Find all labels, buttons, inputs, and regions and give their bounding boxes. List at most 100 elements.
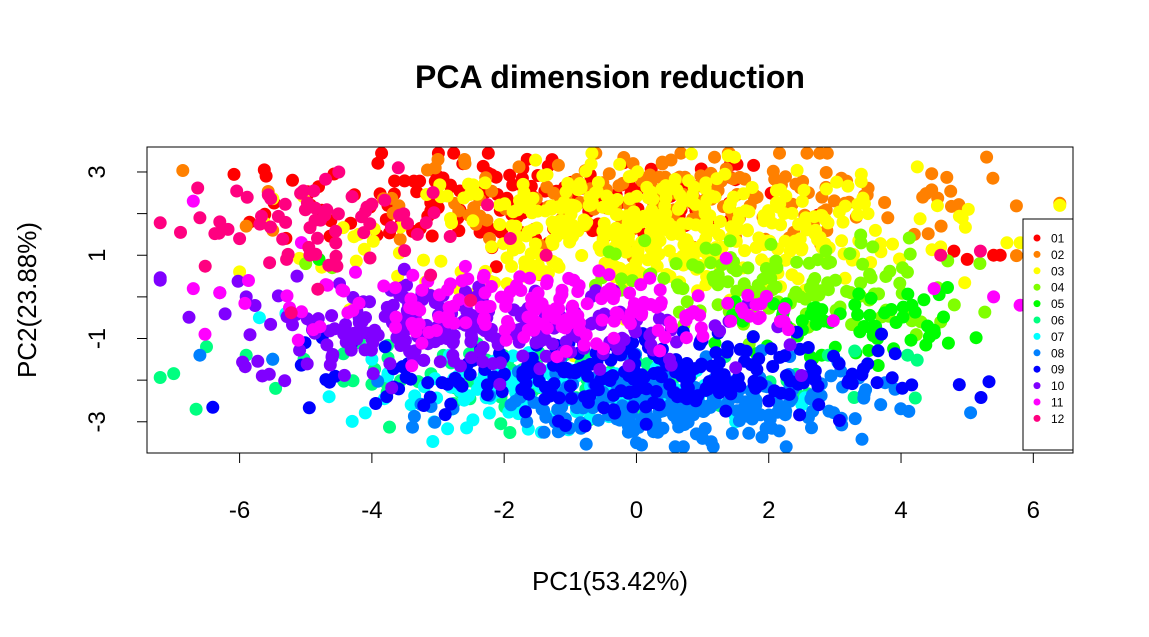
data-point-03 <box>785 268 799 282</box>
data-point-12 <box>419 216 433 230</box>
data-point-09 <box>888 347 902 361</box>
data-point-03 <box>585 146 599 160</box>
data-point-02 <box>934 219 948 233</box>
data-point-09 <box>731 371 745 385</box>
legend-marker <box>1033 316 1041 324</box>
data-point-03 <box>930 199 944 213</box>
data-point-03 <box>740 223 754 237</box>
data-point-09 <box>647 367 661 380</box>
data-point-03 <box>830 175 844 189</box>
data-point-11 <box>577 338 591 352</box>
data-point-08 <box>874 398 888 412</box>
data-point-04 <box>843 247 857 261</box>
data-point-11 <box>691 289 705 303</box>
data-point-09 <box>739 344 753 358</box>
data-point-02 <box>919 187 933 201</box>
data-point-02 <box>827 194 841 208</box>
data-point-10 <box>386 298 400 312</box>
data-point-03 <box>799 211 813 225</box>
data-point-10 <box>353 327 367 340</box>
data-point-02 <box>986 171 1000 185</box>
data-point-10 <box>559 335 573 349</box>
data-point-03 <box>349 254 363 268</box>
data-point-03 <box>795 241 809 255</box>
data-point-03 <box>571 183 585 197</box>
data-point-04 <box>769 280 783 294</box>
data-point-11 <box>607 331 621 345</box>
data-point-11 <box>606 292 620 306</box>
data-point-06 <box>153 371 167 384</box>
data-point-03 <box>602 202 616 216</box>
data-point-12 <box>208 227 222 241</box>
data-point-03 <box>641 191 655 205</box>
data-point-05 <box>969 331 983 345</box>
data-point-09 <box>779 369 793 383</box>
data-point-11 <box>478 318 492 332</box>
data-point-03 <box>631 244 645 258</box>
data-point-09 <box>712 356 726 370</box>
legend-label: 04 <box>1051 281 1065 295</box>
legend-item-09: 09 <box>1033 363 1065 377</box>
data-point-02 <box>819 166 833 179</box>
data-point-10 <box>493 377 507 391</box>
data-point-02 <box>1010 249 1023 263</box>
data-point-10 <box>293 343 307 357</box>
data-point-06 <box>910 353 924 367</box>
data-point-12 <box>329 249 343 263</box>
legend-marker <box>1033 382 1041 390</box>
data-point-06 <box>494 417 508 431</box>
x-tick-label: 6 <box>1027 497 1040 524</box>
y-axis-label: PC2(23.88%) <box>12 222 42 378</box>
data-point-03 <box>568 199 582 213</box>
data-point-09 <box>827 349 841 363</box>
legend-marker <box>1033 398 1041 406</box>
data-point-12 <box>464 293 478 307</box>
data-point-09 <box>608 406 622 420</box>
data-point-10 <box>433 355 447 369</box>
data-point-06 <box>503 426 517 439</box>
data-point-09 <box>680 378 694 392</box>
data-point-12 <box>363 251 377 265</box>
data-point-03 <box>466 178 480 192</box>
data-point-02 <box>664 153 678 167</box>
data-point-09 <box>749 381 763 395</box>
data-point-01 <box>993 248 1007 262</box>
data-point-12 <box>308 213 322 227</box>
data-point-05 <box>852 287 866 301</box>
data-point-11 <box>349 265 362 279</box>
data-point-05 <box>708 336 722 350</box>
data-point-04 <box>903 247 917 261</box>
data-point-09 <box>404 372 418 386</box>
data-point-11 <box>679 309 693 323</box>
data-point-09 <box>750 363 764 377</box>
data-point-09 <box>710 367 724 381</box>
data-point-05 <box>904 333 918 347</box>
data-point-08 <box>407 409 421 423</box>
data-point-10 <box>339 318 352 331</box>
data-point-01 <box>425 229 439 243</box>
data-point-08 <box>709 396 722 410</box>
data-point-01 <box>410 185 424 199</box>
data-point-03 <box>713 215 727 228</box>
data-point-04 <box>764 237 778 251</box>
data-point-04 <box>973 257 987 270</box>
data-point-09 <box>680 357 694 370</box>
data-point-03 <box>417 253 430 267</box>
data-point-08 <box>591 413 605 427</box>
data-point-11 <box>335 283 349 297</box>
data-point-03 <box>652 221 666 235</box>
data-point-07 <box>365 352 379 366</box>
data-point-03 <box>609 221 623 235</box>
data-point-08 <box>824 369 838 383</box>
data-point-12 <box>319 172 333 186</box>
data-point-11 <box>540 277 554 291</box>
data-point-06 <box>189 402 203 416</box>
x-tick-label: 4 <box>894 497 907 524</box>
data-point-12 <box>345 190 359 204</box>
data-point-10 <box>539 349 553 363</box>
data-point-02 <box>452 204 466 218</box>
legend-label: 10 <box>1051 379 1065 393</box>
data-point-10 <box>300 357 314 371</box>
data-point-12 <box>311 282 325 296</box>
